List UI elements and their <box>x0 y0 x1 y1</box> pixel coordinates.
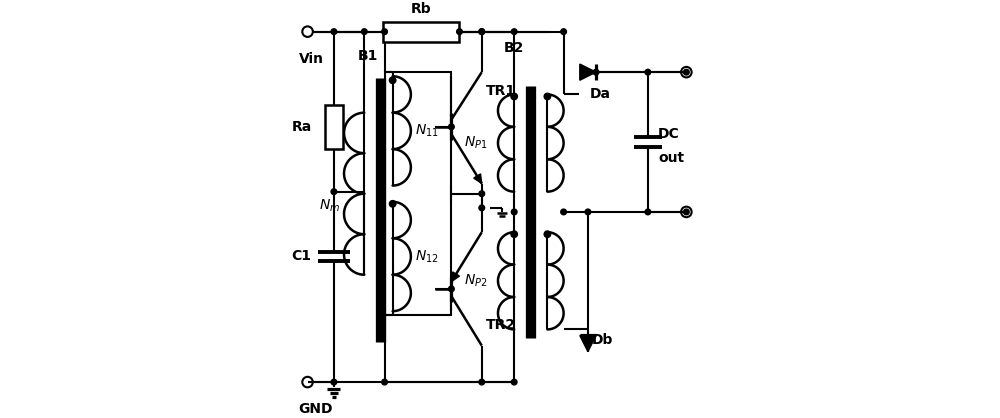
Circle shape <box>457 29 462 34</box>
Text: Ra: Ra <box>291 120 312 134</box>
Polygon shape <box>580 336 596 352</box>
Text: DC: DC <box>658 127 680 141</box>
Text: Rb: Rb <box>411 2 431 16</box>
Circle shape <box>561 29 566 34</box>
Circle shape <box>561 209 566 215</box>
Circle shape <box>511 29 517 34</box>
Circle shape <box>331 29 337 34</box>
Circle shape <box>511 379 517 385</box>
Circle shape <box>511 231 517 237</box>
Polygon shape <box>580 64 596 80</box>
Circle shape <box>593 69 599 75</box>
Circle shape <box>585 209 591 215</box>
Text: $N_{P1}$: $N_{P1}$ <box>464 135 488 151</box>
Circle shape <box>449 286 454 292</box>
Text: Vin: Vin <box>299 52 324 66</box>
Text: $N_{P2}$: $N_{P2}$ <box>464 273 488 289</box>
Circle shape <box>544 231 551 237</box>
Circle shape <box>479 379 485 385</box>
Text: B1: B1 <box>358 49 378 63</box>
Circle shape <box>449 124 454 130</box>
Circle shape <box>684 209 689 215</box>
Circle shape <box>361 29 367 34</box>
Circle shape <box>479 29 485 34</box>
Circle shape <box>331 189 337 194</box>
Text: out: out <box>658 151 684 165</box>
Circle shape <box>382 29 387 34</box>
Text: TR2: TR2 <box>486 319 516 332</box>
Bar <box>325 104 343 149</box>
Circle shape <box>479 191 485 196</box>
Text: GND: GND <box>299 403 333 416</box>
Circle shape <box>684 69 689 75</box>
Circle shape <box>331 379 337 385</box>
Polygon shape <box>474 174 482 184</box>
Text: TR1: TR1 <box>486 84 516 98</box>
Circle shape <box>544 93 551 100</box>
Circle shape <box>645 69 651 75</box>
Bar <box>385 72 451 315</box>
Text: Db: Db <box>592 333 613 347</box>
Circle shape <box>645 209 651 215</box>
Text: $N_{11}$: $N_{11}$ <box>415 123 439 139</box>
Polygon shape <box>451 272 459 282</box>
Text: $N_{12}$: $N_{12}$ <box>415 248 439 265</box>
Circle shape <box>389 77 396 84</box>
Circle shape <box>511 93 517 100</box>
Circle shape <box>479 29 485 34</box>
Circle shape <box>382 379 387 385</box>
Circle shape <box>479 205 485 211</box>
Text: B2: B2 <box>504 41 524 55</box>
Text: $N_m$: $N_m$ <box>319 198 340 214</box>
Circle shape <box>511 209 517 215</box>
Text: Da: Da <box>590 87 611 102</box>
Bar <box>383 21 459 42</box>
Circle shape <box>389 201 396 207</box>
Text: C1: C1 <box>292 250 312 263</box>
